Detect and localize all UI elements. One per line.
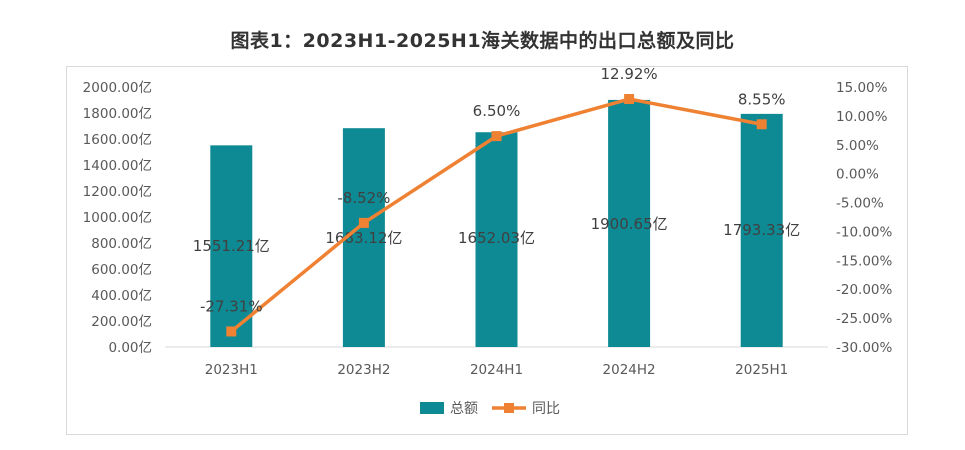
category-label: 2024H1 (470, 362, 523, 378)
legend-bar-label: 总额 (450, 401, 478, 417)
line-point (624, 94, 635, 105)
right-axis-tick: 5.00% (836, 138, 879, 154)
right-axis-tick: -15.00% (836, 253, 893, 269)
category-label: 2025H1 (735, 362, 788, 378)
right-axis-tick: -10.00% (836, 224, 893, 240)
legend-line-marker (504, 403, 514, 413)
right-axis-tick: 10.00% (836, 109, 888, 125)
right-axis-tick: -20.00% (836, 282, 893, 298)
left-axis-tick: 1000.00亿 (83, 210, 152, 226)
left-axis-tick: 400.00亿 (91, 288, 152, 304)
category-label: 2024H2 (603, 362, 656, 378)
category-label: 2023H1 (205, 362, 258, 378)
line-point (358, 217, 369, 228)
line-data-labels: -27.31% -8.52% 6.50% 12.92% 8.55% (200, 65, 786, 315)
left-axis-tick: 200.00亿 (91, 314, 152, 330)
category-label: 2023H2 (337, 362, 390, 378)
line-point (756, 119, 767, 130)
legend-line-label: 同比 (532, 401, 560, 417)
left-axis: 0.00亿 200.00亿 400.00亿 600.00亿 800.00亿 1000.00… (83, 80, 152, 356)
line-data-label: 6.50% (473, 102, 521, 120)
legend: 总额 同比 (420, 401, 560, 417)
left-axis-tick: 1600.00亿 (83, 132, 152, 148)
x-axis-categories: 2023H1 2023H2 2024H1 2024H2 2025H1 (205, 362, 789, 378)
legend-bar-swatch (420, 402, 444, 414)
right-axis: -30.00% -25.00% -20.00% -15.00% -10.00% -5.00… (836, 80, 893, 356)
bar (475, 132, 518, 347)
bar-data-label: 1551.21亿 (193, 237, 270, 255)
chart-frame (66, 66, 908, 435)
line-data-label: 12.92% (600, 65, 657, 83)
line-data-label: -8.52% (337, 189, 390, 207)
line-point (226, 326, 237, 337)
right-axis-tick: -25.00% (836, 311, 893, 327)
line-series (226, 94, 767, 337)
left-axis-tick: 2000.00亿 (83, 80, 152, 96)
bar (342, 128, 385, 347)
right-axis-tick: -30.00% (836, 340, 893, 356)
bar-data-label: 1683.12亿 (325, 229, 402, 247)
bar-series (210, 99, 783, 348)
chart-title: 图表1：2023H1-2025H1海关数据中的出口总额及同比 (230, 30, 735, 52)
bar (740, 113, 783, 348)
bar-data-label: 1793.33亿 (723, 221, 800, 239)
right-axis-tick: 0.00% (836, 167, 879, 183)
bar-data-labels: 1551.21亿 1683.12亿 1652.03亿 1900.65亿 1793.33亿 (193, 215, 800, 255)
line-data-label: 8.55% (738, 90, 786, 108)
left-axis-tick: 1800.00亿 (83, 106, 152, 122)
left-axis-tick: 800.00亿 (91, 236, 152, 252)
bar-data-label: 1900.65亿 (591, 215, 668, 233)
bar (210, 145, 253, 347)
left-axis-tick: 0.00亿 (108, 340, 152, 356)
bar (608, 99, 651, 347)
line-data-label: -27.31% (200, 297, 263, 315)
right-axis-tick: 15.00% (836, 80, 888, 96)
left-axis-tick: 1400.00亿 (83, 158, 152, 174)
bar-data-label: 1652.03亿 (458, 229, 535, 247)
left-axis-tick: 1200.00亿 (83, 184, 152, 200)
line-point (491, 131, 502, 142)
left-axis-tick: 600.00亿 (91, 262, 152, 278)
right-axis-tick: -5.00% (836, 196, 884, 212)
